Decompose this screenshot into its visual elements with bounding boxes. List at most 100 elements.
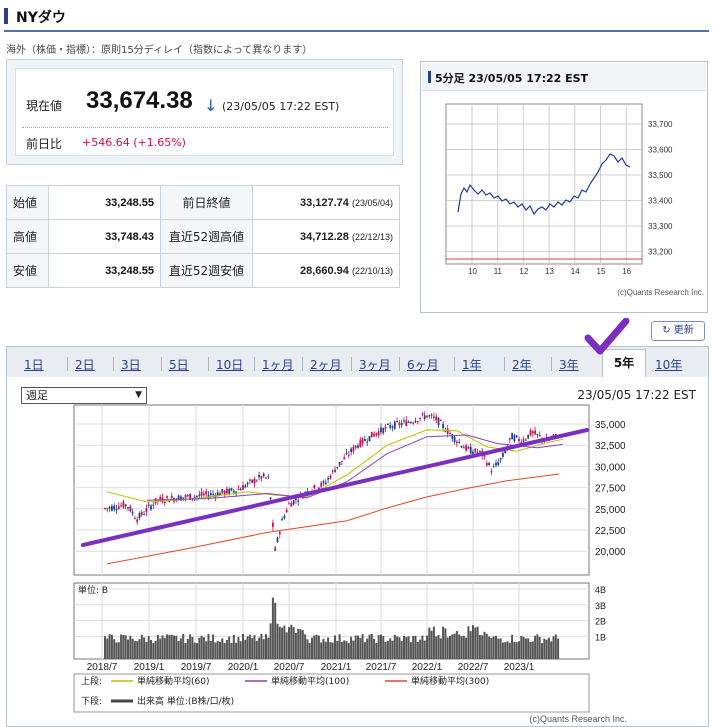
- candle-body: [209, 493, 212, 496]
- candle-body: [136, 519, 139, 523]
- volume-bar: [253, 635, 256, 659]
- stats-table: 始値 33,248.55 前日終値 33,127.74 (23/05/04) 高…: [6, 185, 400, 288]
- candle-body: [108, 507, 111, 509]
- candle-body: [384, 426, 387, 429]
- volume-bar: [214, 642, 217, 659]
- candle-body: [267, 476, 270, 478]
- candle-body: [288, 503, 290, 505]
- volume-bar: [274, 602, 277, 659]
- low52-date: (22/10/13): [351, 265, 393, 276]
- candle-body: [430, 414, 433, 416]
- candle-body: [458, 441, 461, 443]
- candle-body: [320, 482, 323, 487]
- volume-bar: [508, 642, 511, 659]
- volume-bar: [419, 639, 422, 659]
- volume-bar: [423, 640, 426, 659]
- volume-bar: [120, 634, 123, 659]
- volume-bar: [506, 641, 509, 659]
- volume-bar: [170, 634, 173, 659]
- volume-bar: [536, 634, 539, 659]
- tab-12[interactable]: 3年: [559, 358, 579, 372]
- candle-body: [405, 420, 408, 426]
- candle-body: [262, 473, 265, 477]
- candle-body: [115, 508, 118, 510]
- candle-body: [258, 474, 260, 478]
- candle-body: [375, 433, 378, 435]
- candle-body: [513, 435, 516, 442]
- candle-body: [529, 430, 532, 436]
- candle-body: [396, 420, 398, 423]
- legend-ma300-label: 単純移動平均(300): [411, 675, 489, 687]
- volume-bar: [465, 637, 468, 659]
- trend-line-annotation: [81, 428, 589, 547]
- intraday-chart-title: 5分足 23/05/05 17:22 EST: [435, 72, 589, 85]
- candle-period-select[interactable]: 週足 ▼: [21, 387, 147, 404]
- volume-bar: [237, 636, 240, 659]
- volume-bar: [490, 637, 493, 659]
- tab-11[interactable]: 2年: [512, 358, 532, 372]
- volume-bar: [200, 635, 203, 659]
- volume-bar: [278, 626, 281, 659]
- tab-8[interactable]: 3ヶ月: [359, 358, 391, 372]
- volume-bar: [352, 640, 355, 659]
- candle-body: [318, 487, 320, 490]
- candle-body: [527, 434, 530, 439]
- candle-body: [341, 460, 343, 462]
- volume-bar: [131, 638, 134, 659]
- volume-bar: [398, 637, 401, 659]
- date-x-tick: 2020/7: [274, 662, 305, 673]
- volume-bar: [529, 641, 532, 659]
- tab-13[interactable]: 5年: [602, 349, 646, 377]
- tab-separator: [351, 357, 352, 371]
- volume-bar: [202, 637, 205, 659]
- candle-body: [147, 504, 150, 506]
- volume-bar: [391, 640, 394, 659]
- table-row: 始値 33,248.55 前日終値 33,127.74 (23/05/04): [6, 185, 400, 220]
- tab-7[interactable]: 2ヶ月: [310, 358, 342, 372]
- down-arrow-icon: ↓: [204, 96, 218, 115]
- volume-bar: [380, 634, 382, 659]
- tab-4[interactable]: 5日: [169, 358, 189, 372]
- price-y-tick: 35,000: [595, 420, 626, 431]
- volume-bar: [439, 638, 442, 659]
- intraday-y-tick: 33,700: [648, 120, 673, 129]
- tab-2[interactable]: 2日: [75, 358, 95, 372]
- candle-body: [205, 491, 208, 495]
- refresh-label: 更新: [673, 325, 694, 336]
- candle-body: [393, 421, 396, 429]
- chart-timestamp: 23/05/05 17:22 EST: [577, 388, 696, 402]
- volume-bar: [297, 628, 300, 659]
- refresh-button[interactable]: ↻ 更新: [651, 321, 705, 341]
- tab-5[interactable]: 10日: [216, 358, 244, 372]
- tab-10[interactable]: 1年: [462, 358, 482, 372]
- intraday-chart-header: 5分足 23/05/05 17:22 EST: [422, 63, 706, 91]
- volume-bar: [150, 639, 152, 659]
- volume-bar: [122, 634, 125, 659]
- volume-bar: [361, 634, 364, 659]
- candle-body: [449, 433, 451, 435]
- tab-6[interactable]: 1ヶ月: [262, 358, 294, 372]
- ma100-line: [146, 434, 564, 501]
- volume-bar: [444, 628, 447, 659]
- volume-bar: [375, 643, 378, 659]
- volume-bar: [511, 634, 514, 659]
- volume-bar: [304, 634, 307, 659]
- open-value: 33,248.55: [48, 185, 161, 220]
- tab-14[interactable]: 10年: [655, 358, 683, 372]
- volume-bar: [242, 633, 244, 659]
- intraday-y-tick: 33,500: [648, 171, 673, 180]
- tab-1[interactable]: 1日: [24, 358, 44, 372]
- volume-bar: [451, 634, 454, 659]
- candle-body: [207, 495, 210, 498]
- intraday-y-tick: 33,400: [648, 197, 673, 206]
- candle-body: [274, 547, 277, 551]
- candle-body: [359, 439, 362, 447]
- volume-bar: [334, 635, 336, 659]
- candle-body: [511, 433, 513, 440]
- volume-bar: [449, 635, 451, 659]
- tab-3[interactable]: 3日: [121, 358, 141, 372]
- candle-body: [285, 509, 288, 513]
- tab-9[interactable]: 6ヶ月: [407, 358, 439, 372]
- volume-bar: [382, 636, 385, 659]
- volume-bar: [260, 633, 263, 659]
